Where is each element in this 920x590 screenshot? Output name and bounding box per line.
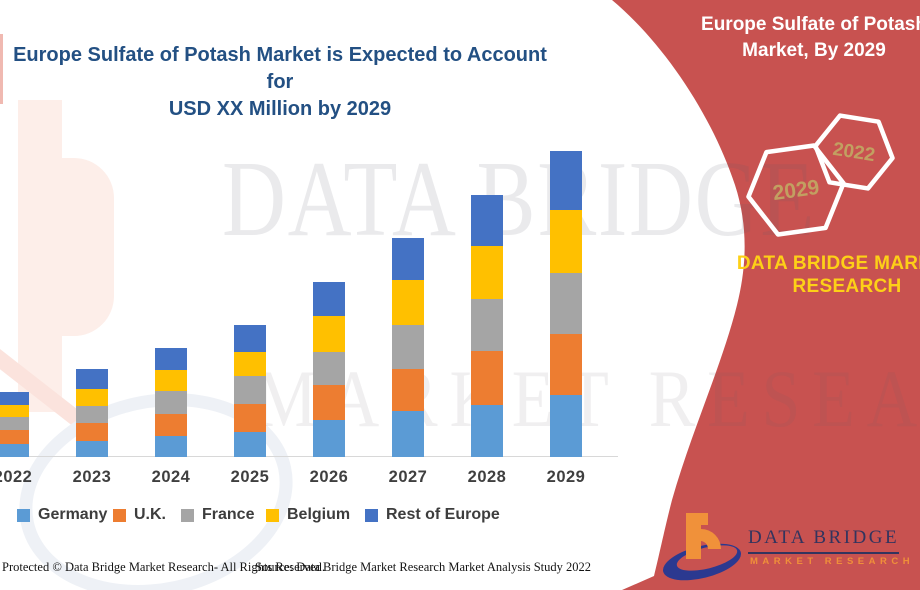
brand-text-line2: RESEARCH — [792, 276, 902, 297]
x-axis-label: 2026 — [309, 468, 349, 486]
legend-item-rest-of-europe: Rest of Europe — [365, 506, 500, 524]
legend-swatch — [266, 508, 279, 522]
copyright-text: Protected © Data Bridge Market Research-… — [2, 560, 325, 574]
legend-item-belgium: Belgium — [266, 506, 350, 524]
bar-segment-germany — [76, 441, 108, 457]
x-axis-label: 2024 — [151, 468, 191, 486]
bar-segment-rest-of-europe — [550, 151, 582, 210]
bar-segment-u-k- — [234, 404, 266, 432]
x-axis-line — [0, 456, 618, 457]
bar-segment-u-k- — [471, 351, 503, 405]
bar-segment-rest-of-europe — [155, 348, 187, 370]
legend-item-germany: Germany — [17, 506, 107, 524]
bar-segment-france — [313, 352, 345, 385]
x-axis-label: 2022 — [0, 468, 33, 486]
bar-segment-rest-of-europe — [0, 392, 29, 405]
bar-segment-germany — [392, 411, 424, 457]
stacked-bar-2023 — [76, 369, 108, 457]
bar-segment-belgium — [76, 389, 108, 406]
legend-swatch — [113, 508, 126, 522]
stacked-bar-2028 — [471, 195, 503, 457]
bar-segment-rest-of-europe — [392, 238, 424, 280]
bar-segment-u-k- — [313, 385, 345, 420]
bar-segment-belgium — [313, 316, 345, 352]
stacked-bar-2026 — [313, 282, 345, 457]
chart-title: Europe Sulfate of Potash Market is Expec… — [0, 42, 560, 123]
legend-swatch — [17, 508, 30, 522]
bar-segment-u-k- — [392, 369, 424, 411]
stacked-bar-2027 — [392, 238, 424, 457]
chart-title-line1: Europe Sulfate of Potash Market is Expec… — [13, 44, 547, 93]
legend-label: Belgium — [287, 506, 351, 523]
data-bridge-logo-icon — [662, 513, 742, 581]
chart-legend: Germany U.K. France Belgium Rest of Europe — [0, 506, 620, 528]
bar-segment-germany — [234, 432, 266, 457]
bar-segment-france — [471, 299, 503, 351]
bar-segment-belgium — [0, 405, 29, 417]
source-text: Source: Data Bridge Market Research Mark… — [255, 560, 592, 574]
bar-segment-rest-of-europe — [313, 282, 345, 316]
x-axis-label: 2028 — [467, 468, 507, 486]
bar-segment-u-k- — [550, 334, 582, 395]
x-axis-label: 2025 — [230, 468, 270, 486]
stacked-bar-2022 — [0, 392, 29, 457]
bar-segment-rest-of-europe — [471, 195, 503, 246]
x-axis-label: 2029 — [546, 468, 586, 486]
banner-heading: Europe Sulfate of Potash Market, By 2029 — [701, 14, 920, 61]
bar-segment-belgium — [155, 370, 187, 391]
bar-segment-germany — [155, 436, 187, 457]
x-axis-label: 2027 — [388, 468, 428, 486]
bar-segment-u-k- — [76, 423, 108, 441]
legend-label: Rest of Europe — [386, 506, 500, 523]
bar-segment-belgium — [550, 210, 582, 273]
bar-segment-belgium — [471, 246, 503, 299]
stacked-bar-2024 — [155, 348, 187, 457]
stacked-bar-2025 — [234, 325, 266, 457]
pink-b-watermark-bowl — [62, 158, 114, 336]
bar-segment-france — [234, 376, 266, 404]
logo-tagline: MARKET RESEARCH — [750, 556, 915, 567]
pink-watermark-sliver — [0, 34, 3, 104]
brand-text: DATA BRIDGE MARKET RESEARCH — [687, 252, 920, 298]
bar-segment-germany — [313, 420, 345, 457]
legend-item-france: France — [181, 506, 254, 524]
brand-text-line1: DATA BRIDGE MARKET — [736, 253, 920, 274]
bar-segment-rest-of-europe — [234, 325, 266, 352]
bar-segment-rest-of-europe — [76, 369, 108, 389]
chart-title-line2: USD XX Million by 2029 — [168, 98, 392, 120]
bar-segment-france — [392, 325, 424, 369]
bar-segment-germany — [0, 444, 29, 457]
bar-segment-u-k- — [0, 430, 29, 444]
legend-item-u-k-: U.K. — [113, 506, 166, 524]
bar-segment-france — [550, 273, 582, 334]
pink-b-watermark-stem — [18, 100, 62, 412]
bar-segment-belgium — [392, 280, 424, 325]
x-axis-label: 2023 — [72, 468, 112, 486]
legend-swatch — [365, 508, 378, 522]
legend-swatch — [181, 508, 194, 522]
logo-wordmark: DATA BRIDGE — [748, 527, 900, 554]
bar-segment-france — [76, 406, 108, 423]
bar-segment-germany — [471, 405, 503, 457]
legend-label: Germany — [38, 506, 108, 523]
legend-label: France — [202, 506, 255, 523]
bar-segment-belgium — [234, 352, 266, 376]
legend-label: U.K. — [134, 506, 166, 523]
bar-segment-germany — [550, 395, 582, 457]
stacked-bar-2029 — [550, 151, 582, 457]
bar-segment-france — [0, 417, 29, 430]
bar-segment-france — [155, 391, 187, 414]
bar-segment-u-k- — [155, 414, 187, 436]
